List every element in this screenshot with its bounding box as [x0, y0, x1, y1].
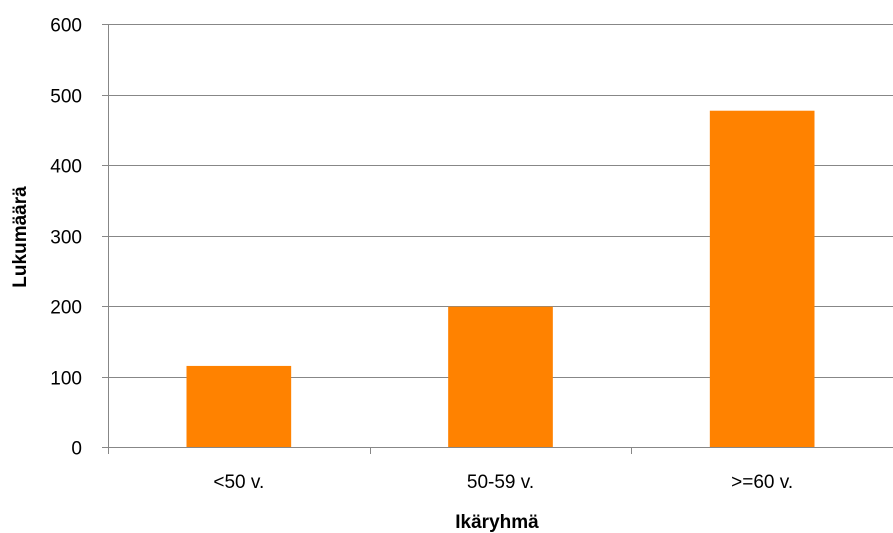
y-tick-label: 100 — [50, 369, 82, 390]
y-tick-label: 0 — [71, 439, 82, 460]
y-axis-title: Lukumäärä — [10, 186, 31, 288]
y-tick-label: 200 — [50, 298, 82, 319]
axes — [102, 24, 893, 454]
bar — [709, 110, 815, 447]
x-tick-label: <50 v. — [213, 472, 264, 493]
y-tick-label: 600 — [50, 16, 82, 37]
bar — [186, 365, 292, 447]
y-tick-label: 500 — [50, 87, 82, 108]
y-tick-label: 400 — [50, 157, 82, 178]
x-tick-label: >=60 v. — [731, 472, 793, 493]
y-tick-label: 300 — [50, 228, 82, 249]
bars — [186, 110, 815, 447]
bar — [448, 306, 553, 447]
x-tick-label: 50-59 v. — [467, 472, 534, 493]
x-axis-title: Ikäryhmä — [455, 512, 539, 533]
tick-labels: 0 100 200 300 400 500 600 <50 v. 50-59 v. >=60 v. — [50, 16, 793, 494]
